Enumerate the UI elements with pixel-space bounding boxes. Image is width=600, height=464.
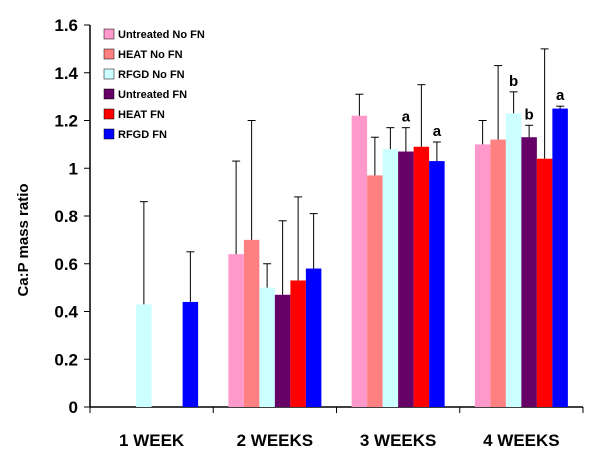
bar [182, 301, 199, 407]
bar [429, 161, 445, 407]
y-tick-label: 1 [69, 159, 78, 178]
legend-label: HEAT FN [118, 109, 165, 121]
bar [398, 151, 414, 407]
y-tick-label: 0.4 [54, 303, 78, 322]
bar [351, 115, 368, 407]
x-category-label: 2 WEEKS [237, 431, 314, 450]
bar [490, 139, 506, 407]
bar [290, 280, 306, 407]
y-tick-label: 1.2 [54, 112, 78, 131]
legend-swatch [103, 28, 115, 40]
x-category-label: 4 WEEKS [483, 431, 560, 450]
bar [474, 144, 491, 407]
legend-label: HEAT No FN [118, 49, 183, 61]
legend-label: RFGD No FN [118, 69, 185, 81]
significance-label: b [509, 73, 518, 90]
x-category-label: 3 WEEKS [360, 431, 437, 450]
significance-label: b [525, 106, 534, 123]
y-tick-label: 0.6 [54, 255, 78, 274]
bar [413, 146, 430, 407]
bar [136, 304, 152, 407]
plot-area: 0 0.2 0.4 0.6 0.8 1 1.2 1.4 1.6 1 WEEK 2 WEEKS 3 WE… [54, 16, 584, 450]
bar [505, 113, 522, 408]
bar [243, 239, 260, 407]
y-tick-label: 1.6 [54, 16, 78, 35]
legend-swatch [103, 128, 115, 140]
bar [367, 175, 383, 407]
significance-label: a [556, 87, 565, 104]
bar [382, 149, 399, 407]
legend-swatch [103, 48, 115, 60]
y-tick-label: 0.8 [54, 207, 78, 226]
significance-label: a [402, 109, 411, 126]
legend-swatch [103, 108, 115, 120]
bar [274, 294, 291, 407]
bar [259, 287, 275, 407]
bar [305, 268, 322, 407]
legend-swatch [103, 88, 115, 100]
legend-label: RFGD FN [118, 129, 167, 141]
legend-label: Untreated No FN [118, 29, 205, 41]
bar [521, 137, 537, 407]
bar [552, 108, 568, 407]
x-category-label: 1 WEEK [119, 431, 185, 450]
bar [536, 158, 553, 407]
y-tick-label: 1.4 [54, 64, 78, 83]
bar [228, 254, 244, 407]
y-axis-label: Ca:P mass ratio [15, 183, 32, 296]
y-tick-label: 0.2 [54, 350, 78, 369]
legend-swatch [103, 68, 115, 80]
y-tick-label: 0 [69, 398, 78, 417]
significance-label: a [433, 123, 442, 140]
legend-label: Untreated FN [118, 89, 187, 101]
